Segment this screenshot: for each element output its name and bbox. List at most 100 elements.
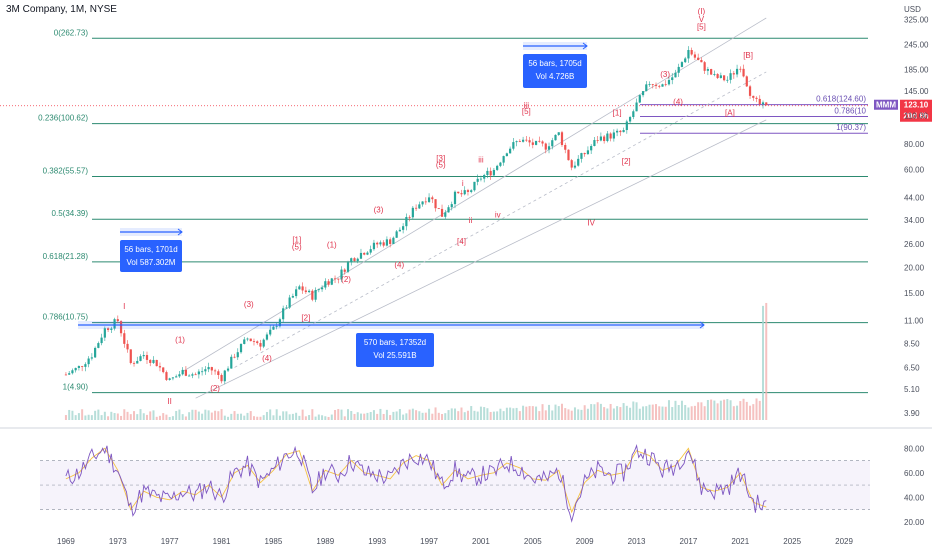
- candle-body: [330, 278, 333, 285]
- measure-1-band: [120, 228, 182, 236]
- volume-bar: [723, 399, 726, 420]
- volume-bar: [372, 410, 375, 420]
- year-tick-label: 1985: [265, 537, 283, 546]
- volume-bar: [492, 411, 495, 420]
- measure-2-vol: Vol 4.726B: [536, 72, 575, 81]
- candle-body: [447, 207, 450, 213]
- measure-1-box: [120, 240, 182, 272]
- candle-body: [217, 371, 220, 376]
- candle-body: [547, 146, 551, 150]
- volume-bar: [415, 410, 418, 420]
- wave-label: [2]: [301, 314, 310, 323]
- fib-label: 0.5(34.39): [52, 209, 89, 218]
- volume-bar: [197, 411, 200, 420]
- fib-label: 0.786(10.75): [43, 313, 89, 322]
- volume-bar: [288, 414, 291, 420]
- volume-bar: [596, 402, 599, 420]
- candle-body: [94, 347, 97, 358]
- candle-body: [275, 326, 278, 328]
- volume-bar: [158, 415, 161, 420]
- candle-body: [149, 359, 152, 363]
- volume-bar: [311, 409, 314, 420]
- candle-body: [389, 239, 392, 244]
- candle-body: [739, 68, 742, 70]
- candle-body: [395, 231, 398, 238]
- candle-body: [278, 319, 282, 327]
- price-tick-label: 44.00: [904, 193, 925, 202]
- last-price: 123.10: [904, 101, 929, 110]
- volume-bar: [308, 415, 311, 420]
- volume-bar: [460, 407, 463, 420]
- volume-bar: [541, 404, 544, 420]
- year-tick-label: 1993: [368, 537, 386, 546]
- volume-bar: [103, 411, 106, 420]
- volume-bar: [295, 412, 298, 420]
- volume-bar: [411, 408, 414, 420]
- year-tick-label: 1977: [161, 537, 179, 546]
- candle-body: [684, 58, 687, 63]
- volume-bar: [680, 400, 683, 420]
- candle-body: [554, 134, 557, 141]
- volume-bar: [593, 404, 596, 420]
- volume-bar: [732, 406, 735, 420]
- candle-body: [460, 193, 463, 195]
- volume-bar: [583, 405, 586, 420]
- volume-bar: [428, 408, 431, 420]
- volume-bar: [463, 412, 466, 420]
- volume-bar: [402, 414, 405, 420]
- volume-bar: [389, 415, 392, 420]
- wave-label: (1): [175, 336, 185, 345]
- candle-body: [68, 373, 71, 375]
- candle-body: [320, 287, 324, 290]
- candle-body: [606, 133, 609, 142]
- candle-body: [168, 378, 171, 380]
- volume-bar: [64, 415, 67, 420]
- price-tick-label: 20.00: [904, 263, 925, 272]
- candle-body: [314, 290, 317, 300]
- volume-bar: [648, 404, 651, 420]
- volume-bar: [479, 406, 482, 420]
- rsi-pane: 80.00 60.00 40.00 20.00: [40, 444, 925, 527]
- volume-bar: [68, 409, 71, 420]
- wave-label: II: [167, 397, 171, 406]
- volume-bar: [638, 408, 641, 420]
- wave-label: (I): [698, 7, 706, 16]
- candle-body: [272, 326, 275, 330]
- volume-bar: [470, 406, 473, 420]
- wave-labels: III(1)(2)(3)(4)[1](5)[2](1)(2)(3)(4)[3](…: [123, 7, 753, 406]
- volume-bar: [499, 408, 502, 420]
- fib-label: 1(4.90): [63, 383, 89, 392]
- volume-bar: [525, 406, 528, 420]
- volume-bar: [285, 411, 288, 420]
- candle-body: [667, 80, 671, 85]
- price-tick-label: 60.00: [904, 166, 925, 175]
- ticker-tag: [874, 99, 898, 110]
- candle-body: [680, 62, 684, 67]
- volume-bar: [214, 410, 217, 420]
- candle-body: [376, 242, 379, 245]
- volume-bar: [745, 401, 748, 420]
- volume-bar: [564, 408, 567, 420]
- candle-body: [158, 366, 162, 368]
- candle-body: [181, 369, 184, 375]
- candle-body: [421, 201, 424, 205]
- candle-body: [363, 252, 366, 255]
- volume-bar: [184, 416, 187, 420]
- wave-label: (3): [244, 300, 254, 309]
- measure-2-band: [523, 42, 587, 50]
- volume-bar: [710, 399, 713, 420]
- candle-body: [282, 308, 285, 320]
- volume-bar: [334, 410, 337, 420]
- measure-3-band: [78, 321, 704, 329]
- year-tick-label: 1997: [420, 537, 438, 546]
- volume-bar: [94, 410, 97, 420]
- candle-body: [194, 374, 197, 376]
- wave-label: [5]: [697, 22, 706, 31]
- volume-bar: [246, 412, 249, 420]
- candle-body: [64, 374, 68, 376]
- year-tick-label: 2009: [576, 537, 594, 546]
- candle-body: [262, 339, 265, 347]
- candle-body: [599, 136, 602, 141]
- volume-bar: [343, 416, 346, 420]
